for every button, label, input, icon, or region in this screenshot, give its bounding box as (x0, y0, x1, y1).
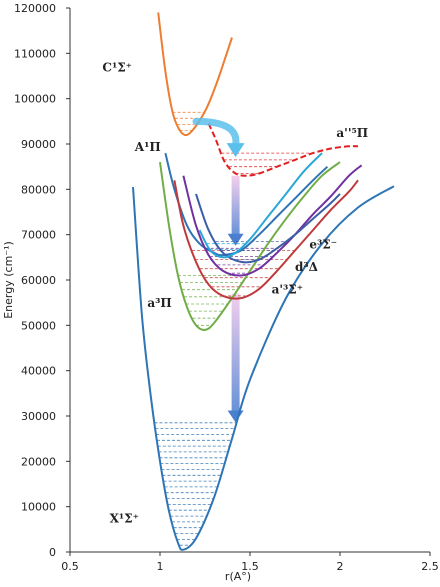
y-tick-label-8: 80000 (21, 183, 56, 196)
x-axis-label: r(A°) (225, 570, 251, 583)
y-tick-label-10: 100000 (14, 93, 56, 106)
y-tick-label-9: 90000 (21, 138, 56, 151)
curve-a (207, 123, 359, 177)
y-axis-label: Energy (cm⁻¹) (2, 241, 15, 319)
y-tick-label-3: 30000 (21, 410, 56, 423)
x-tick-label-0: 0.5 (61, 560, 79, 573)
y-tick-label-0: 0 (49, 546, 56, 559)
state-label-1: a''⁵Π (336, 126, 368, 140)
curve-x (132, 185, 395, 551)
curve-a (159, 161, 341, 331)
y-tick-label-7: 70000 (21, 229, 56, 242)
curve-e (195, 193, 341, 264)
curve-c (157, 12, 233, 137)
transition-arrow-shaft-2 (231, 293, 240, 413)
transition-arrow-head-1 (227, 233, 244, 246)
state-labels: C¹Σ⁺ a''⁵Π A¹Π e³Σ⁻ d³Δ a'³Σ⁺ a³Π X¹Σ⁺ (102, 60, 368, 525)
transition-arrows-front (192, 117, 245, 158)
curve-a (164, 152, 329, 257)
x-tick-label-4: 2.5 (421, 560, 439, 573)
state-label-5: a'³Σ⁺ (272, 283, 304, 297)
y-tick-label-5: 50000 (21, 319, 56, 332)
x-tick-label-1: 1 (157, 560, 164, 573)
state-label-2: A¹Π (134, 140, 161, 154)
curve-d (182, 164, 363, 277)
y-tick-label-1: 10000 (21, 501, 56, 514)
x-tick-label-3: 2 (337, 560, 344, 573)
x-tick-label-2: 1.5 (241, 560, 259, 573)
y-tick-label-4: 40000 (21, 365, 56, 378)
y-tick-label-2: 20000 (21, 455, 56, 468)
y-tick-label-12: 120000 (14, 2, 56, 15)
state-label-0: C¹Σ⁺ (102, 60, 132, 74)
potential-curves (132, 12, 395, 551)
transition-arrow-head-2 (227, 410, 244, 423)
transition-arrow-curved-0 (192, 117, 240, 149)
y-tick-label-11: 110000 (14, 47, 56, 60)
state-label-4: d³Δ (295, 260, 318, 274)
curve-a-upper-branch (198, 152, 323, 259)
state-label-7: X¹Σ⁺ (110, 512, 139, 526)
state-label-3: e³Σ⁻ (309, 237, 337, 251)
y-tick-label-6: 60000 (21, 274, 56, 287)
transition-arrow-shaft-1 (231, 175, 240, 236)
curve-a (173, 179, 359, 300)
state-label-6: a³Π (147, 296, 171, 310)
transition-arrow-curved-head-0 (226, 143, 245, 158)
